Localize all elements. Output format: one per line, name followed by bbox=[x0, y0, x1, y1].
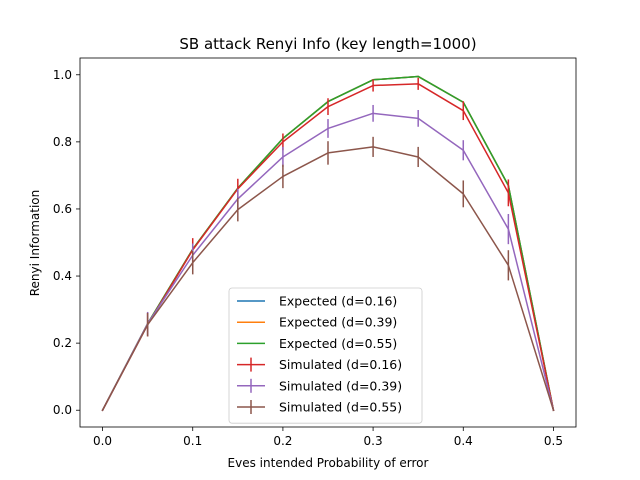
y-tick-label: 0.2 bbox=[53, 336, 72, 350]
x-tick-label: 0.1 bbox=[183, 434, 202, 448]
legend: Expected (d=0.16) Expected (d=0.39) Expect… bbox=[228, 287, 423, 424]
y-tick-label: 0.4 bbox=[53, 269, 72, 283]
legend-entry: Expected (d=0.16) bbox=[237, 294, 397, 309]
legend-entry: Expected (d=0.55) bbox=[237, 336, 397, 351]
chart-title: SB attack Renyi Info (key length=1000) bbox=[179, 35, 476, 53]
legend-entry: Simulated (d=0.39) bbox=[237, 378, 402, 393]
legend-frame bbox=[228, 287, 423, 424]
y-axis-label: Renyi Information bbox=[28, 190, 42, 297]
legend-entry: Simulated (d=0.55) bbox=[237, 400, 402, 415]
y-tick-label: 0.8 bbox=[53, 135, 72, 149]
x-tick-label: 0.5 bbox=[544, 434, 563, 448]
y-tick-label: 1.0 bbox=[53, 68, 72, 82]
series-6 bbox=[101, 136, 555, 412]
y-tick-label: 0.0 bbox=[53, 403, 72, 417]
legend-label: Simulated (d=0.55) bbox=[279, 400, 402, 415]
legend-label: Simulated (d=0.39) bbox=[279, 378, 402, 393]
legend-label: Expected (d=0.55) bbox=[279, 336, 397, 351]
x-axis-label: Eves intended Probability of error bbox=[228, 456, 429, 470]
legend-label: Expected (d=0.16) bbox=[279, 294, 397, 309]
legend-label: Expected (d=0.39) bbox=[279, 315, 397, 330]
x-tick-label: 0.0 bbox=[93, 434, 112, 448]
x-tick-label: 0.4 bbox=[454, 434, 473, 448]
legend-entry: Expected (d=0.39) bbox=[237, 315, 397, 330]
x-tick-label: 0.2 bbox=[273, 434, 292, 448]
plot-area: 0.0 0.1 0.2 0.3 0.4 0.5 0.0 0.2 0.4 0.6 0.8 1.0 bbox=[53, 57, 577, 448]
y-tick-label: 0.6 bbox=[53, 202, 72, 216]
axes-frame bbox=[79, 57, 577, 428]
legend-label: Simulated (d=0.16) bbox=[279, 357, 402, 372]
legend-entry: Simulated (d=0.16) bbox=[237, 357, 402, 372]
x-tick-label: 0.3 bbox=[364, 434, 383, 448]
